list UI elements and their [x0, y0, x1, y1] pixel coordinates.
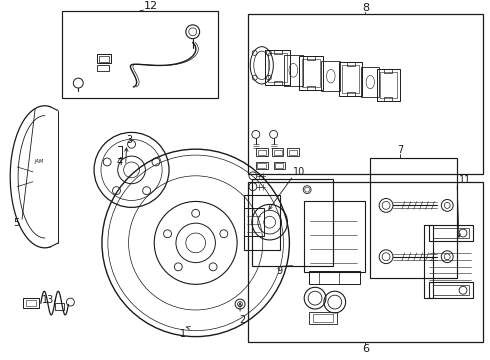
- Bar: [271, 148, 284, 156]
- Bar: [273, 150, 281, 155]
- Bar: [288, 148, 299, 156]
- Text: 11: 11: [459, 175, 471, 185]
- Text: JAM: JAM: [35, 159, 45, 165]
- Bar: [309, 270, 361, 284]
- Bar: [273, 81, 281, 85]
- Bar: [63, 11, 219, 98]
- Bar: [339, 62, 362, 96]
- Text: 5: 5: [13, 218, 19, 228]
- Bar: [307, 56, 315, 60]
- Bar: [304, 202, 366, 273]
- Bar: [54, 303, 65, 310]
- Bar: [256, 148, 268, 156]
- Bar: [26, 300, 36, 306]
- Bar: [97, 65, 109, 71]
- Bar: [384, 69, 392, 73]
- Text: 6: 6: [362, 345, 369, 355]
- Bar: [23, 298, 39, 308]
- Text: 7: 7: [397, 145, 403, 155]
- Bar: [423, 225, 434, 298]
- Bar: [346, 62, 354, 66]
- Bar: [256, 162, 268, 169]
- Bar: [384, 98, 392, 102]
- Text: 12: 12: [144, 1, 158, 11]
- Bar: [257, 163, 266, 168]
- Bar: [313, 314, 333, 322]
- Bar: [274, 163, 284, 168]
- Bar: [248, 182, 483, 342]
- Bar: [309, 312, 337, 324]
- Bar: [268, 53, 287, 82]
- Text: 4: 4: [117, 157, 123, 167]
- Bar: [244, 208, 264, 236]
- Text: 10: 10: [293, 167, 305, 177]
- Bar: [346, 92, 354, 96]
- Bar: [429, 282, 473, 298]
- Bar: [307, 86, 315, 90]
- Bar: [290, 150, 297, 155]
- Bar: [380, 72, 396, 99]
- Bar: [434, 285, 469, 295]
- Text: 2: 2: [239, 315, 245, 325]
- Text: 8: 8: [362, 3, 369, 13]
- Bar: [99, 57, 109, 62]
- Bar: [273, 50, 281, 54]
- Bar: [265, 50, 290, 85]
- Text: 3: 3: [126, 135, 133, 145]
- Bar: [361, 67, 379, 97]
- Bar: [248, 14, 483, 174]
- Bar: [244, 194, 279, 250]
- Bar: [342, 65, 359, 93]
- Bar: [273, 162, 286, 169]
- Bar: [299, 56, 323, 90]
- Bar: [377, 69, 399, 102]
- Text: 9: 9: [276, 266, 283, 275]
- Bar: [97, 54, 111, 63]
- Bar: [258, 150, 266, 155]
- Bar: [252, 179, 333, 266]
- Bar: [321, 61, 340, 91]
- Bar: [302, 59, 320, 87]
- Bar: [370, 158, 457, 278]
- Bar: [429, 225, 473, 241]
- Bar: [284, 55, 303, 86]
- Text: 13: 13: [42, 295, 54, 305]
- Bar: [434, 228, 469, 238]
- Text: 1: 1: [180, 329, 186, 339]
